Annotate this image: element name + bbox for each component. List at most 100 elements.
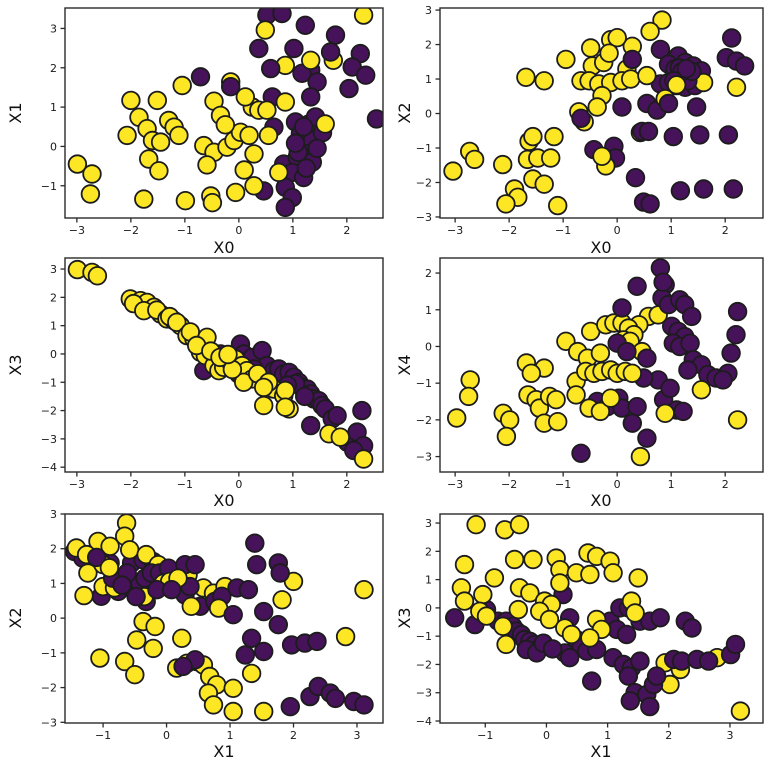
scatter-point-class-1 bbox=[534, 174, 554, 194]
scatter-point-class-1 bbox=[117, 125, 137, 146]
scatter-points bbox=[67, 8, 383, 218]
scatter-point-class-0 bbox=[126, 586, 146, 607]
scatter-point-class-1 bbox=[225, 182, 246, 203]
y-tick-label: −4 bbox=[41, 461, 57, 474]
scatter-point-class-0 bbox=[673, 401, 693, 422]
scatter-point-class-0 bbox=[284, 38, 304, 59]
scatter-points bbox=[447, 258, 748, 467]
scatter-point-class-0 bbox=[325, 688, 346, 709]
scatter-point-class-1 bbox=[458, 386, 479, 407]
y-tick-label: −1 bbox=[41, 647, 57, 660]
scatter-point-class-0 bbox=[646, 666, 667, 686]
scatter-point-class-1 bbox=[556, 49, 576, 70]
scatter-point-class-0 bbox=[560, 648, 580, 668]
scatter-point-class-1 bbox=[561, 624, 582, 645]
scatter-point-class-0 bbox=[445, 608, 465, 628]
scatter-point-class-1 bbox=[500, 410, 520, 430]
x-tick-label: −1 bbox=[177, 224, 193, 237]
scatter-point-class-0 bbox=[734, 56, 755, 76]
x-tick-label: −3 bbox=[447, 224, 463, 237]
scatter-point-class-0 bbox=[650, 39, 671, 60]
x-tick-label: 1 bbox=[668, 478, 675, 491]
scatter-point-class-0 bbox=[637, 428, 657, 448]
scatter-point-class-1 bbox=[218, 344, 238, 365]
scatter-point-class-0 bbox=[723, 179, 744, 199]
x-tick-label: 1 bbox=[668, 224, 675, 237]
x-tick-label: 0 bbox=[235, 224, 242, 237]
x-tick-label: 1 bbox=[289, 224, 296, 237]
subplot-x2-vs-x1: −1 0 1 2 3 −3 −2 −1 0 1 2 3 bbox=[41, 508, 384, 742]
scatter-point-class-0 bbox=[249, 38, 269, 59]
subplot-x4-vs-x0: −3 −2 −1 0 1 2 −3 −2 −1 0 1 2 bbox=[416, 257, 764, 491]
scatter-point-class-1 bbox=[548, 195, 568, 216]
scatter-point-class-0 bbox=[245, 533, 265, 553]
scatter-point-class-1 bbox=[464, 149, 485, 170]
scatter-point-class-1 bbox=[637, 65, 657, 86]
scatter-point-class-0 bbox=[238, 580, 259, 600]
scatter-point-class-0 bbox=[693, 179, 714, 199]
y-tick-label: −2 bbox=[416, 176, 432, 189]
scatter-point-class-0 bbox=[690, 125, 710, 145]
scatter-point-class-1 bbox=[82, 164, 102, 184]
y-tick-label: 3 bbox=[50, 22, 57, 35]
scatter-point-class-1 bbox=[254, 701, 274, 722]
scatter-point-class-0 bbox=[627, 397, 647, 417]
scatter-point-class-0 bbox=[713, 370, 733, 390]
y-tick-label: −2 bbox=[416, 414, 432, 427]
y-axis-label: X3 bbox=[395, 607, 414, 629]
scatter-point-class-1 bbox=[202, 192, 223, 213]
scatter-point-class-0 bbox=[676, 58, 697, 79]
axes-frame bbox=[64, 257, 384, 473]
scatter-point-class-1 bbox=[652, 10, 672, 30]
scatter-point-class-0 bbox=[161, 580, 182, 600]
scatter-point-class-1 bbox=[544, 126, 564, 147]
scatter-point-class-1 bbox=[523, 549, 543, 570]
scatter-point-class-1 bbox=[241, 663, 262, 684]
scatter-point-class-0 bbox=[726, 325, 746, 345]
scatter-point-class-1 bbox=[149, 161, 169, 181]
scatter-point-class-0 bbox=[637, 348, 657, 368]
x-tick-label: −1 bbox=[95, 729, 111, 742]
scatter-point-class-0 bbox=[301, 87, 321, 107]
scatter-point-class-0 bbox=[722, 28, 742, 48]
scatter-point-class-1 bbox=[239, 125, 259, 146]
scatter-point-class-0 bbox=[190, 67, 211, 87]
scatter-point-class-1 bbox=[275, 397, 296, 417]
scatter-point-class-1 bbox=[330, 427, 351, 447]
scatter-point-class-0 bbox=[725, 634, 746, 655]
scatter-point-class-0 bbox=[571, 443, 591, 464]
y-tick-label: 3 bbox=[50, 508, 57, 521]
scatter-point-class-1 bbox=[727, 410, 748, 430]
axes-frame bbox=[439, 257, 764, 473]
scatter-point-class-1 bbox=[447, 408, 467, 428]
scatter-point-class-0 bbox=[678, 360, 698, 380]
scatter-point-class-1 bbox=[254, 377, 274, 398]
x-tick-label: 0 bbox=[614, 478, 621, 491]
scatter-point-class-0 bbox=[638, 121, 659, 142]
scatter-point-class-1 bbox=[691, 380, 712, 400]
scatter-point-class-1 bbox=[74, 585, 94, 606]
scatter-point-class-1 bbox=[244, 176, 264, 196]
y-tick-label: 1 bbox=[425, 73, 432, 86]
scatter-point-class-0 bbox=[663, 126, 684, 147]
x-tick-label: −1 bbox=[477, 729, 493, 742]
scatter-point-class-1 bbox=[640, 21, 660, 42]
scatter-point-class-1 bbox=[67, 154, 88, 174]
scatter-point-class-0 bbox=[261, 58, 281, 79]
scatter-point-class-1 bbox=[258, 125, 279, 146]
scatter-point-class-0 bbox=[356, 65, 376, 85]
scatter-point-class-1 bbox=[534, 71, 554, 91]
scatter-point-class-1 bbox=[167, 312, 187, 333]
scatter-point-class-1 bbox=[484, 568, 505, 588]
scatter-point-class-1 bbox=[622, 363, 643, 384]
scatter-point-class-1 bbox=[630, 446, 651, 467]
y-tick-label: 0 bbox=[425, 108, 432, 121]
scatter-point-class-0 bbox=[280, 697, 301, 717]
scatter-point-class-0 bbox=[658, 93, 679, 114]
y-tick-label: −1 bbox=[416, 377, 432, 390]
scatter-point-class-1 bbox=[353, 449, 374, 469]
scatter-point-class-1 bbox=[580, 564, 600, 585]
scatter-point-class-0 bbox=[653, 272, 673, 292]
x-axis-label: X1 bbox=[590, 742, 612, 761]
